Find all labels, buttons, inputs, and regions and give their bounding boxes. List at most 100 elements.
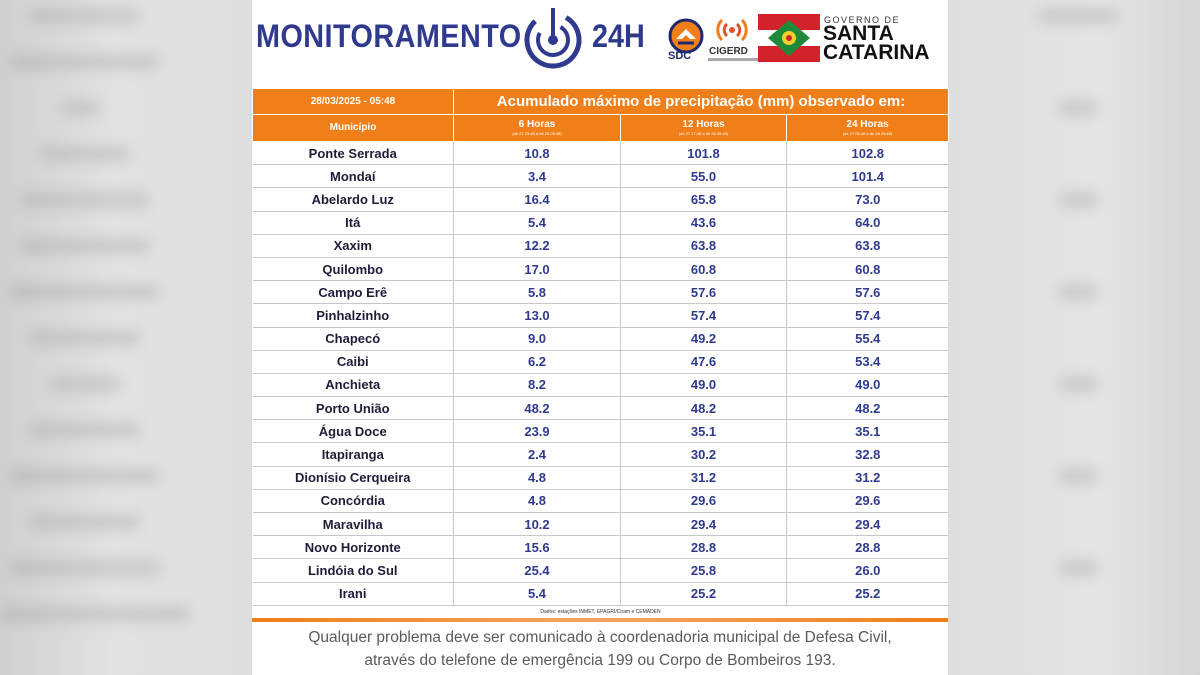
table-row: Pinhalzinho 13.0 57.4 57.4 [252,303,949,328]
table-row: Dionísio Cerqueira 4.8 31.2 31.2 [252,466,949,490]
municipio-cell: Concórdia [252,489,454,514]
report-date: 28/03/2025 - 05:48 [252,88,454,115]
table-row: Quilombo 17.0 60.8 60.8 [252,257,949,282]
value-12h-cell: 43.6 [620,211,787,235]
value-24h-cell: 63.8 [786,234,949,258]
value-24h-cell: 57.4 [786,303,949,328]
municipio-cell: Novo Horizonte [252,535,454,560]
cigerd-label: CIGERD [709,46,748,57]
municipio-cell: Xaxim [252,234,454,258]
municipio-cell: Pinhalzinho [252,303,454,328]
value-24h-cell: 64.0 [786,211,949,235]
municipio-cell: Dionísio Cerqueira [252,466,454,490]
value-6h-cell: 13.0 [453,303,621,328]
municipio-cell: Lindóia do Sul [252,558,454,583]
value-12h-cell: 55.0 [620,164,787,189]
value-24h-cell: 57.6 [786,280,949,305]
column-header-12h: 12 Horas (de 27 17:48 a de 28 05:48) [620,114,787,142]
municipio-cell: Anchieta [252,373,454,398]
value-12h-cell: 60.8 [620,257,787,282]
state-name-line1: SANTA [823,22,894,45]
municipio-cell: Ponte Serrada [252,141,454,166]
value-12h-cell: 49.2 [620,327,787,351]
value-12h-cell: 25.2 [620,582,787,606]
value-6h-cell: 5.8 [453,280,621,305]
table-row: Itapiranga 2.4 30.2 32.8 [252,442,949,467]
value-24h-cell: 31.2 [786,466,949,490]
santa-catarina-flag-icon [758,14,820,62]
column-header-municipio: Município [252,114,454,142]
value-24h-cell: 53.4 [786,350,949,374]
value-6h-cell: 8.2 [453,373,621,398]
value-24h-cell: 102.8 [786,141,949,166]
value-6h-cell: 25.4 [453,558,621,583]
value-12h-cell: 49.0 [620,373,787,398]
value-6h-cell: 23.9 [453,419,621,444]
table-row: Porto União 48.2 48.2 48.2 [252,396,949,421]
value-12h-cell: 57.4 [620,303,787,328]
value-24h-cell: 35.1 [786,419,949,444]
value-6h-cell: 15.6 [453,535,621,560]
column-label: 24 Horas [846,119,889,130]
table-row: Irani 5.4 25.2 25.2 [252,582,949,606]
value-24h-cell: 25.2 [786,582,949,606]
value-24h-cell: 48.2 [786,396,949,421]
value-24h-cell: 28.8 [786,535,949,560]
municipio-cell: Mondaí [252,164,454,189]
background-left [0,0,252,675]
value-12h-cell: 57.6 [620,280,787,305]
value-12h-cell: 48.2 [620,396,787,421]
value-6h-cell: 12.2 [453,234,621,258]
data-source-note: Dados: estações INMET, EPAGRI/Ciram e CE… [540,608,661,615]
value-12h-cell: 65.8 [620,187,787,212]
value-24h-cell: 29.4 [786,512,949,537]
brand-suffix: 24H [592,18,645,54]
table-row: Ponte Serrada 10.8 101.8 102.8 [252,141,949,166]
value-24h-cell: 101.4 [786,164,949,189]
value-12h-cell: 29.6 [620,489,787,514]
table-title: Acumulado máximo de precipitação (mm) ob… [452,88,950,115]
sdc-label: SDC [668,50,692,62]
column-label: 6 Horas [518,119,556,130]
table-row: Abelardo Luz 16.4 65.8 73.0 [252,187,949,212]
column-period: (de 27 23:48 a de 28 05:48) [512,131,562,136]
column-period: (de 27 05:48 a de 28 05:48) [842,131,893,136]
value-6h-cell: 48.2 [453,396,621,421]
value-12h-cell: 30.2 [620,442,787,467]
table-row: Concórdia 4.8 29.6 29.6 [252,489,949,514]
value-12h-cell: 63.8 [620,234,787,258]
value-6h-cell: 5.4 [453,211,621,235]
value-24h-cell: 60.8 [786,257,949,282]
value-24h-cell: 26.0 [786,558,949,583]
government-label: GOVERNO DE [824,15,901,25]
table-row: Mondaí 3.4 55.0 101.4 [252,164,949,189]
value-6h-cell: 4.8 [453,489,621,514]
sdc-shield-icon [668,18,704,54]
table-header-row-2: Município 6 Horas (de 27 23:48 a de 28 0… [252,114,950,142]
municipio-cell: Porto União [252,396,454,421]
cigerd-signal-icon [716,18,748,42]
municipio-cell: Itá [252,211,454,235]
column-header-6h: 6 Horas (de 27 23:48 a de 28 05:48) [453,114,621,142]
value-6h-cell: 3.4 [453,164,621,189]
table-row: Caibi 6.2 47.6 53.4 [252,350,949,374]
municipio-cell: Abelardo Luz [252,187,454,212]
municipio-cell: Campo Erê [252,280,454,305]
value-24h-cell: 73.0 [786,187,949,212]
value-24h-cell: 29.6 [786,489,949,514]
table-row: Xaxim 12.2 63.8 63.8 [252,234,949,258]
value-12h-cell: 28.8 [620,535,787,560]
municipio-cell: Quilombo [252,257,454,282]
value-6h-cell: 17.0 [453,257,621,282]
value-24h-cell: 49.0 [786,373,949,398]
table-row: Maravilha 10.2 29.4 29.4 [252,512,949,537]
table-row: Chapecó 9.0 49.2 55.4 [252,327,949,351]
source-row: Dados: estações INMET, EPAGRI/Ciram e CE… [253,605,949,617]
footer-notice: Qualquer problema deve ser comunicado à … [252,626,948,672]
value-6h-cell: 10.8 [453,141,621,166]
column-label: Município [329,122,377,133]
background-right [948,0,1200,675]
value-12h-cell: 25.8 [620,558,787,583]
header: MONITORAMENTO 24H SDC CIGERD [252,0,948,82]
radar-icon [524,8,582,69]
